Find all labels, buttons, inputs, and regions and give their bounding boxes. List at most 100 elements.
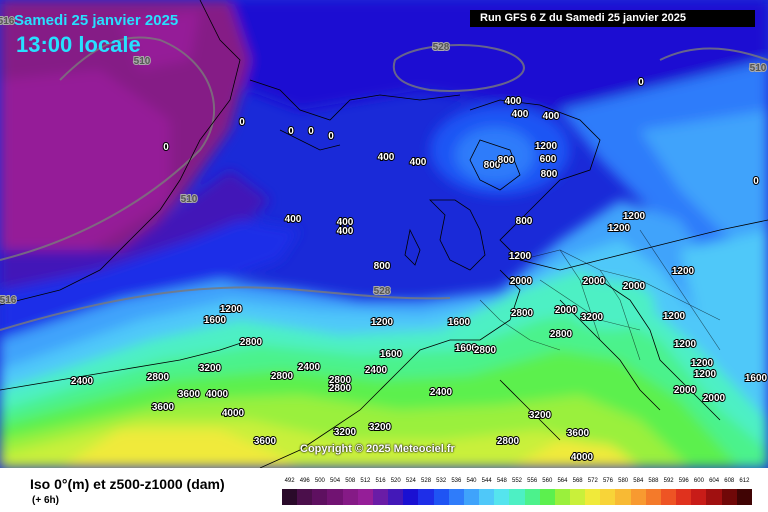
iso-contour-label: 4000 [222,408,245,419]
iso-contour-label: 2000 [583,276,606,287]
iso-contour-label: 2800 [147,372,170,383]
coastlines [0,0,768,468]
iso-contour-label: 800 [541,169,558,180]
iso-contour-label: 400 [410,157,427,168]
scale-label: 552 [511,478,523,484]
scale-swatch [569,489,586,505]
scale-swatch [554,489,570,505]
iso-contour-label: 2400 [298,362,321,373]
iso-contour-label: 400 [505,96,522,107]
scale-swatch [388,489,404,505]
thickness-field [0,0,768,468]
scale-label: 564 [557,478,568,484]
forecast-offset: (+ 6h) [32,495,59,506]
color-scale-labels: 492 496 500 504 508 512 516 520 524 528 532 536 540 5… [282,478,752,488]
scale-swatch [706,489,722,505]
iso-contour-label: 1200 [694,369,717,380]
iso-contour-label: 1200 [371,317,394,328]
run-info: Run GFS 6 Z du Samedi 25 janvier 2025 [470,10,755,27]
iso-contour-label: 400 [337,217,354,228]
scale-label: 572 [587,478,598,484]
scale-swatch [479,489,495,505]
iso-contour-label: 2800 [550,329,573,340]
iso-contour-label: 4000 [206,389,229,400]
thickness-label: 528 [433,42,450,53]
scale-label: 520 [390,478,401,484]
iso-contour-label: 3600 [152,402,175,413]
iso-contour-label: 3200 [199,363,222,374]
scale-label: 508 [345,478,356,484]
scale-swatch [494,489,510,505]
iso-contour-label: 2400 [365,365,388,376]
scale-swatch [448,489,464,505]
thickness-labels: 510 510 510 516 516 528 528 [0,15,768,307]
iso-contour-label: 0 [308,126,314,137]
iso-contour-label: 1600 [448,317,471,328]
iso-contour-label: 0 [239,117,245,128]
iso-contour-label: 0 [638,77,644,88]
iso-contour-label: 1600 [455,343,478,354]
scale-label: 592 [663,478,674,484]
iso-contour-label: 2400 [430,387,453,398]
scale-swatch [372,489,389,505]
scale-swatch [357,489,373,505]
scale-label: 588 [648,478,659,484]
scale-swatch [660,489,677,505]
iso-contour-label: 0 [163,142,169,153]
iso-contour-label: 1200 [608,223,631,234]
iso-contour-label: 1600 [380,349,403,360]
iso-contour-label: 2000 [555,305,578,316]
iso-contour-label: 2800 [240,337,263,348]
scale-label: 584 [633,478,644,484]
iso-contour-label: 3200 [334,427,357,438]
scale-label: 528 [421,478,432,484]
iso-contour-label: 2000 [623,281,646,292]
scale-swatch [418,489,434,505]
scale-swatch [312,489,328,505]
iso-contour-label: 400 [337,226,354,237]
weather-map: 0 0 0 0 0 0 0 400 400 400 400 400 400 400 400 800 800 800… [0,0,768,468]
scale-swatch [463,489,480,505]
scale-label: 492 [284,478,295,484]
iso-contour-label: 2800 [271,371,294,382]
iso-contour-label: 3600 [254,436,277,447]
iso-contour-label: 1200 [623,211,646,222]
scale-label: 604 [709,478,720,484]
iso-contour-label: 2000 [510,276,533,287]
iso-contour-label: 800 [516,216,533,227]
scale-swatch [297,489,313,505]
scale-swatch [433,489,449,505]
scale-label: 608 [724,478,735,484]
scale-swatch [691,489,707,505]
scale-swatch [645,489,661,505]
iso-contour-label: 2000 [703,393,726,404]
iso-contour-label: 3600 [178,389,201,400]
scale-swatch [403,489,419,505]
color-scale: 492 496 500 504 508 512 516 520 524 528 532 536 540 5… [282,478,752,506]
iso-contour-label: 1200 [691,358,714,369]
scale-label: 580 [618,478,629,484]
scale-label: 512 [360,478,371,484]
scale-label: 596 [678,478,689,484]
scale-swatch [615,489,631,505]
legend-footer: Iso 0°(m) et z500-z1000 (dam) (+ 6h) 492… [0,468,768,512]
scale-swatch [736,489,752,505]
iso-contour-label: 800 [498,155,515,166]
iso-contour-label: 0 [753,176,759,187]
iso-contour-label: 1200 [663,311,686,322]
iso-contour-label: 600 [540,154,557,165]
color-scale-bar [282,489,752,505]
iso-contour-label: 400 [378,152,395,163]
iso-contour-label: 2000 [674,385,697,396]
iso-contour-label: 4000 [571,452,594,463]
thickness-label: 516 [0,16,15,27]
scale-label: 532 [436,478,447,484]
scale-swatch [327,489,343,505]
copyright: Copyright © 2025 Meteociel.fr [300,443,455,455]
iso-contour-label: 1200 [672,266,695,277]
scale-label: 496 [299,478,310,484]
thickness-label: 510 [134,56,151,67]
iso-contour-label: 2400 [71,376,94,387]
